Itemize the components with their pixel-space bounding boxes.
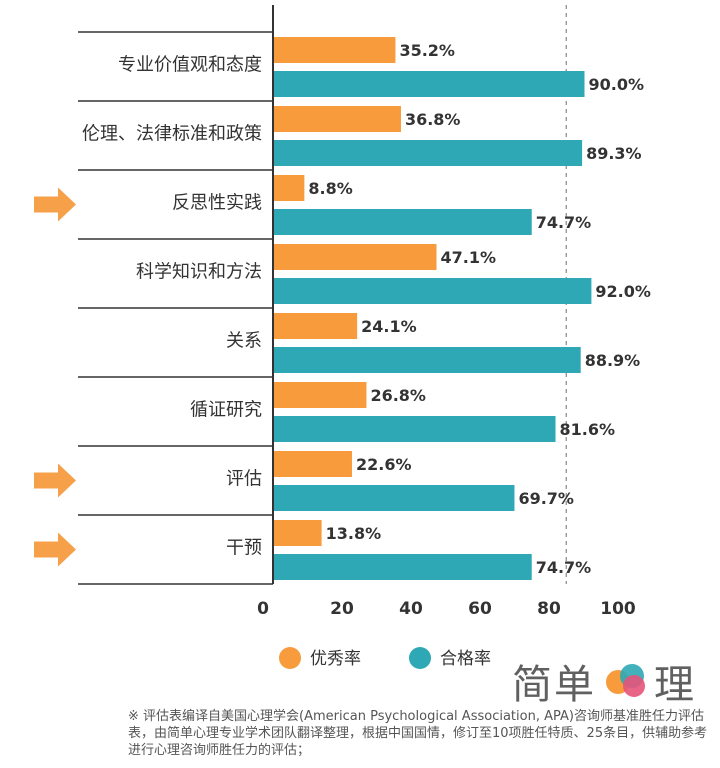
bar-value-label: 88.9% [585,351,641,370]
bar-pass [274,209,532,235]
brand-text-left: 简单 [512,662,596,708]
brand-mark-icon [606,664,645,697]
bar-excellent [274,106,401,132]
category-label: 专业价值观和态度 [118,55,262,76]
legend-marker-excellent [279,647,301,669]
highlight-arrow-icon [34,187,76,222]
bar-value-label: 13.8% [326,524,382,543]
category-label: 科学知识和方法 [136,262,262,283]
bar-value-label: 22.6% [356,455,412,474]
category-label: 关系 [226,331,262,352]
category-label: 反思性实践 [172,193,262,214]
x-tick-label: 0 [257,599,269,619]
category-label: 评估 [226,469,262,490]
brand-logo: 简单 理 [512,652,712,708]
x-tick-label: 100 [600,599,636,619]
bar-value-label: 26.8% [370,386,426,405]
bar-value-label: 81.6% [560,420,616,439]
bar-excellent [274,382,367,408]
competency-bar-chart: 专业价值观和态度伦理、法律标准和政策反思性实践科学知识和方法关系循证研究评估干预… [34,5,651,669]
bar-excellent [274,313,358,339]
highlight-arrow-icon [34,532,76,567]
bar-excellent [274,451,352,477]
bar-value-label: 69.7% [518,489,574,508]
category-label: 伦理、法律标准和政策 [82,124,262,145]
x-tick-label: 20 [330,599,354,619]
bar-pass [274,347,581,373]
bar-excellent [274,244,437,270]
bar-value-label: 8.8% [308,179,352,198]
bar-value-label: 92.0% [595,282,651,301]
bar-pass [274,416,556,442]
bar-excellent [274,37,396,63]
bar-value-label: 74.7% [536,213,592,232]
footnote: ※ 评估表编译自美国心理学会(American Psychological As… [128,709,708,758]
bar-value-label: 90.0% [589,75,645,94]
legend-marker-pass [409,647,431,669]
x-tick-label: 80 [537,599,561,619]
x-tick-label: 60 [468,599,492,619]
bar-value-label: 89.3% [586,144,642,163]
bar-excellent [274,175,305,201]
bar-value-label: 35.2% [399,41,455,60]
x-tick-label: 40 [399,599,423,619]
brand-text-right: 理 [654,662,696,708]
bar-pass [274,278,592,304]
bar-value-label: 36.8% [405,110,461,129]
bar-pass [274,140,583,166]
legend-label: 优秀率 [310,649,361,669]
bar-pass [274,554,532,580]
category-label: 循证研究 [190,400,262,421]
bar-pass [274,485,515,511]
bar-value-label: 24.1% [361,317,417,336]
legend-label: 合格率 [440,649,491,669]
highlight-arrow-icon [34,463,76,498]
bar-value-label: 74.7% [536,558,592,577]
bar-value-label: 47.1% [440,248,496,267]
bar-excellent [274,520,322,546]
bar-pass [274,71,585,97]
category-label: 干预 [226,538,262,559]
